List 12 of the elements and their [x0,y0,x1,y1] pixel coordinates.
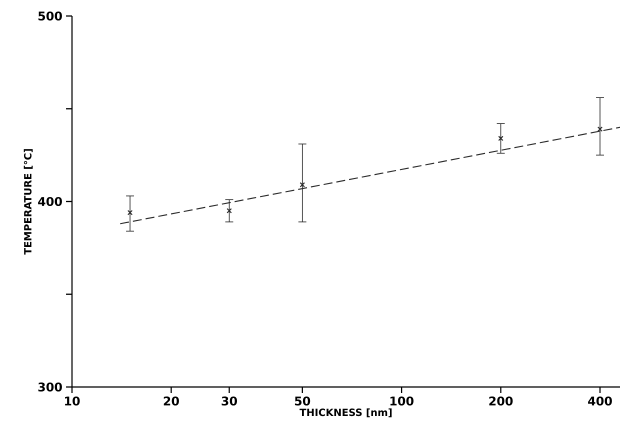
x-tick-label: 30 [222,396,237,406]
x-tick-label: 400 [588,396,612,406]
y-tick-label: 300 [38,382,62,392]
y-tick-label: 500 [38,11,62,21]
y-tick-label: 400 [38,196,62,206]
y-axis-title: TEMPERATURE [°C] [24,149,33,255]
x-tick-label: 100 [390,396,414,406]
x-tick-label: 50 [294,396,310,406]
x-axis-title: THICKNESS [nm] [300,408,392,418]
x-tick-label: 200 [489,396,513,406]
x-tick-label: 20 [164,396,179,406]
x-tick-label: 10 [65,396,80,406]
